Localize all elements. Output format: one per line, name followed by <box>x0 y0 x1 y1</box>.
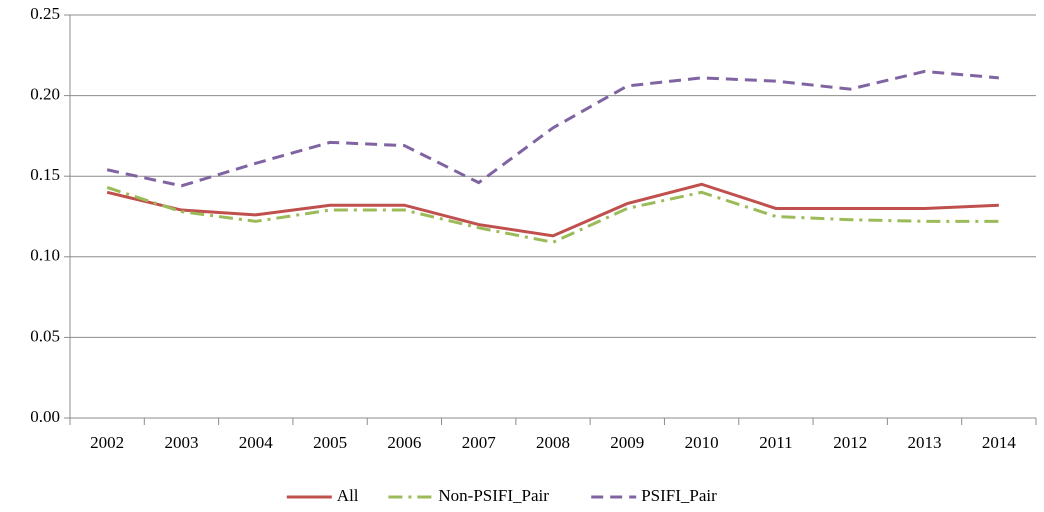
legend-label: PSIFI_Pair <box>641 486 717 505</box>
series-line <box>106 186 999 244</box>
x-tick-label: 2004 <box>239 433 274 452</box>
series-line <box>106 69 999 188</box>
x-tick-label: 2011 <box>759 433 792 452</box>
legend-label: Non-PSIFI_Pair <box>438 486 549 505</box>
x-tick-label: 2013 <box>908 433 942 452</box>
x-tick-label: 2007 <box>462 433 497 452</box>
x-tick-label: 2010 <box>685 433 719 452</box>
series-line <box>106 182 999 238</box>
x-tick-label: 2009 <box>610 433 644 452</box>
legend-label: All <box>337 486 359 505</box>
x-tick-label: 2005 <box>313 433 347 452</box>
x-tick-label: 2008 <box>536 433 570 452</box>
y-tick-label: 0.20 <box>30 85 60 104</box>
x-tick-label: 2014 <box>982 433 1017 452</box>
y-tick-label: 0.00 <box>30 407 60 426</box>
x-tick-label: 2002 <box>90 433 124 452</box>
x-tick-label: 2003 <box>164 433 198 452</box>
y-tick-label: 0.10 <box>30 246 60 265</box>
x-tick-label: 2012 <box>833 433 867 452</box>
y-tick-label: 0.15 <box>30 165 60 184</box>
x-tick-label: 2006 <box>387 433 421 452</box>
y-tick-label: 0.05 <box>30 326 60 345</box>
y-tick-label: 0.25 <box>30 4 60 23</box>
